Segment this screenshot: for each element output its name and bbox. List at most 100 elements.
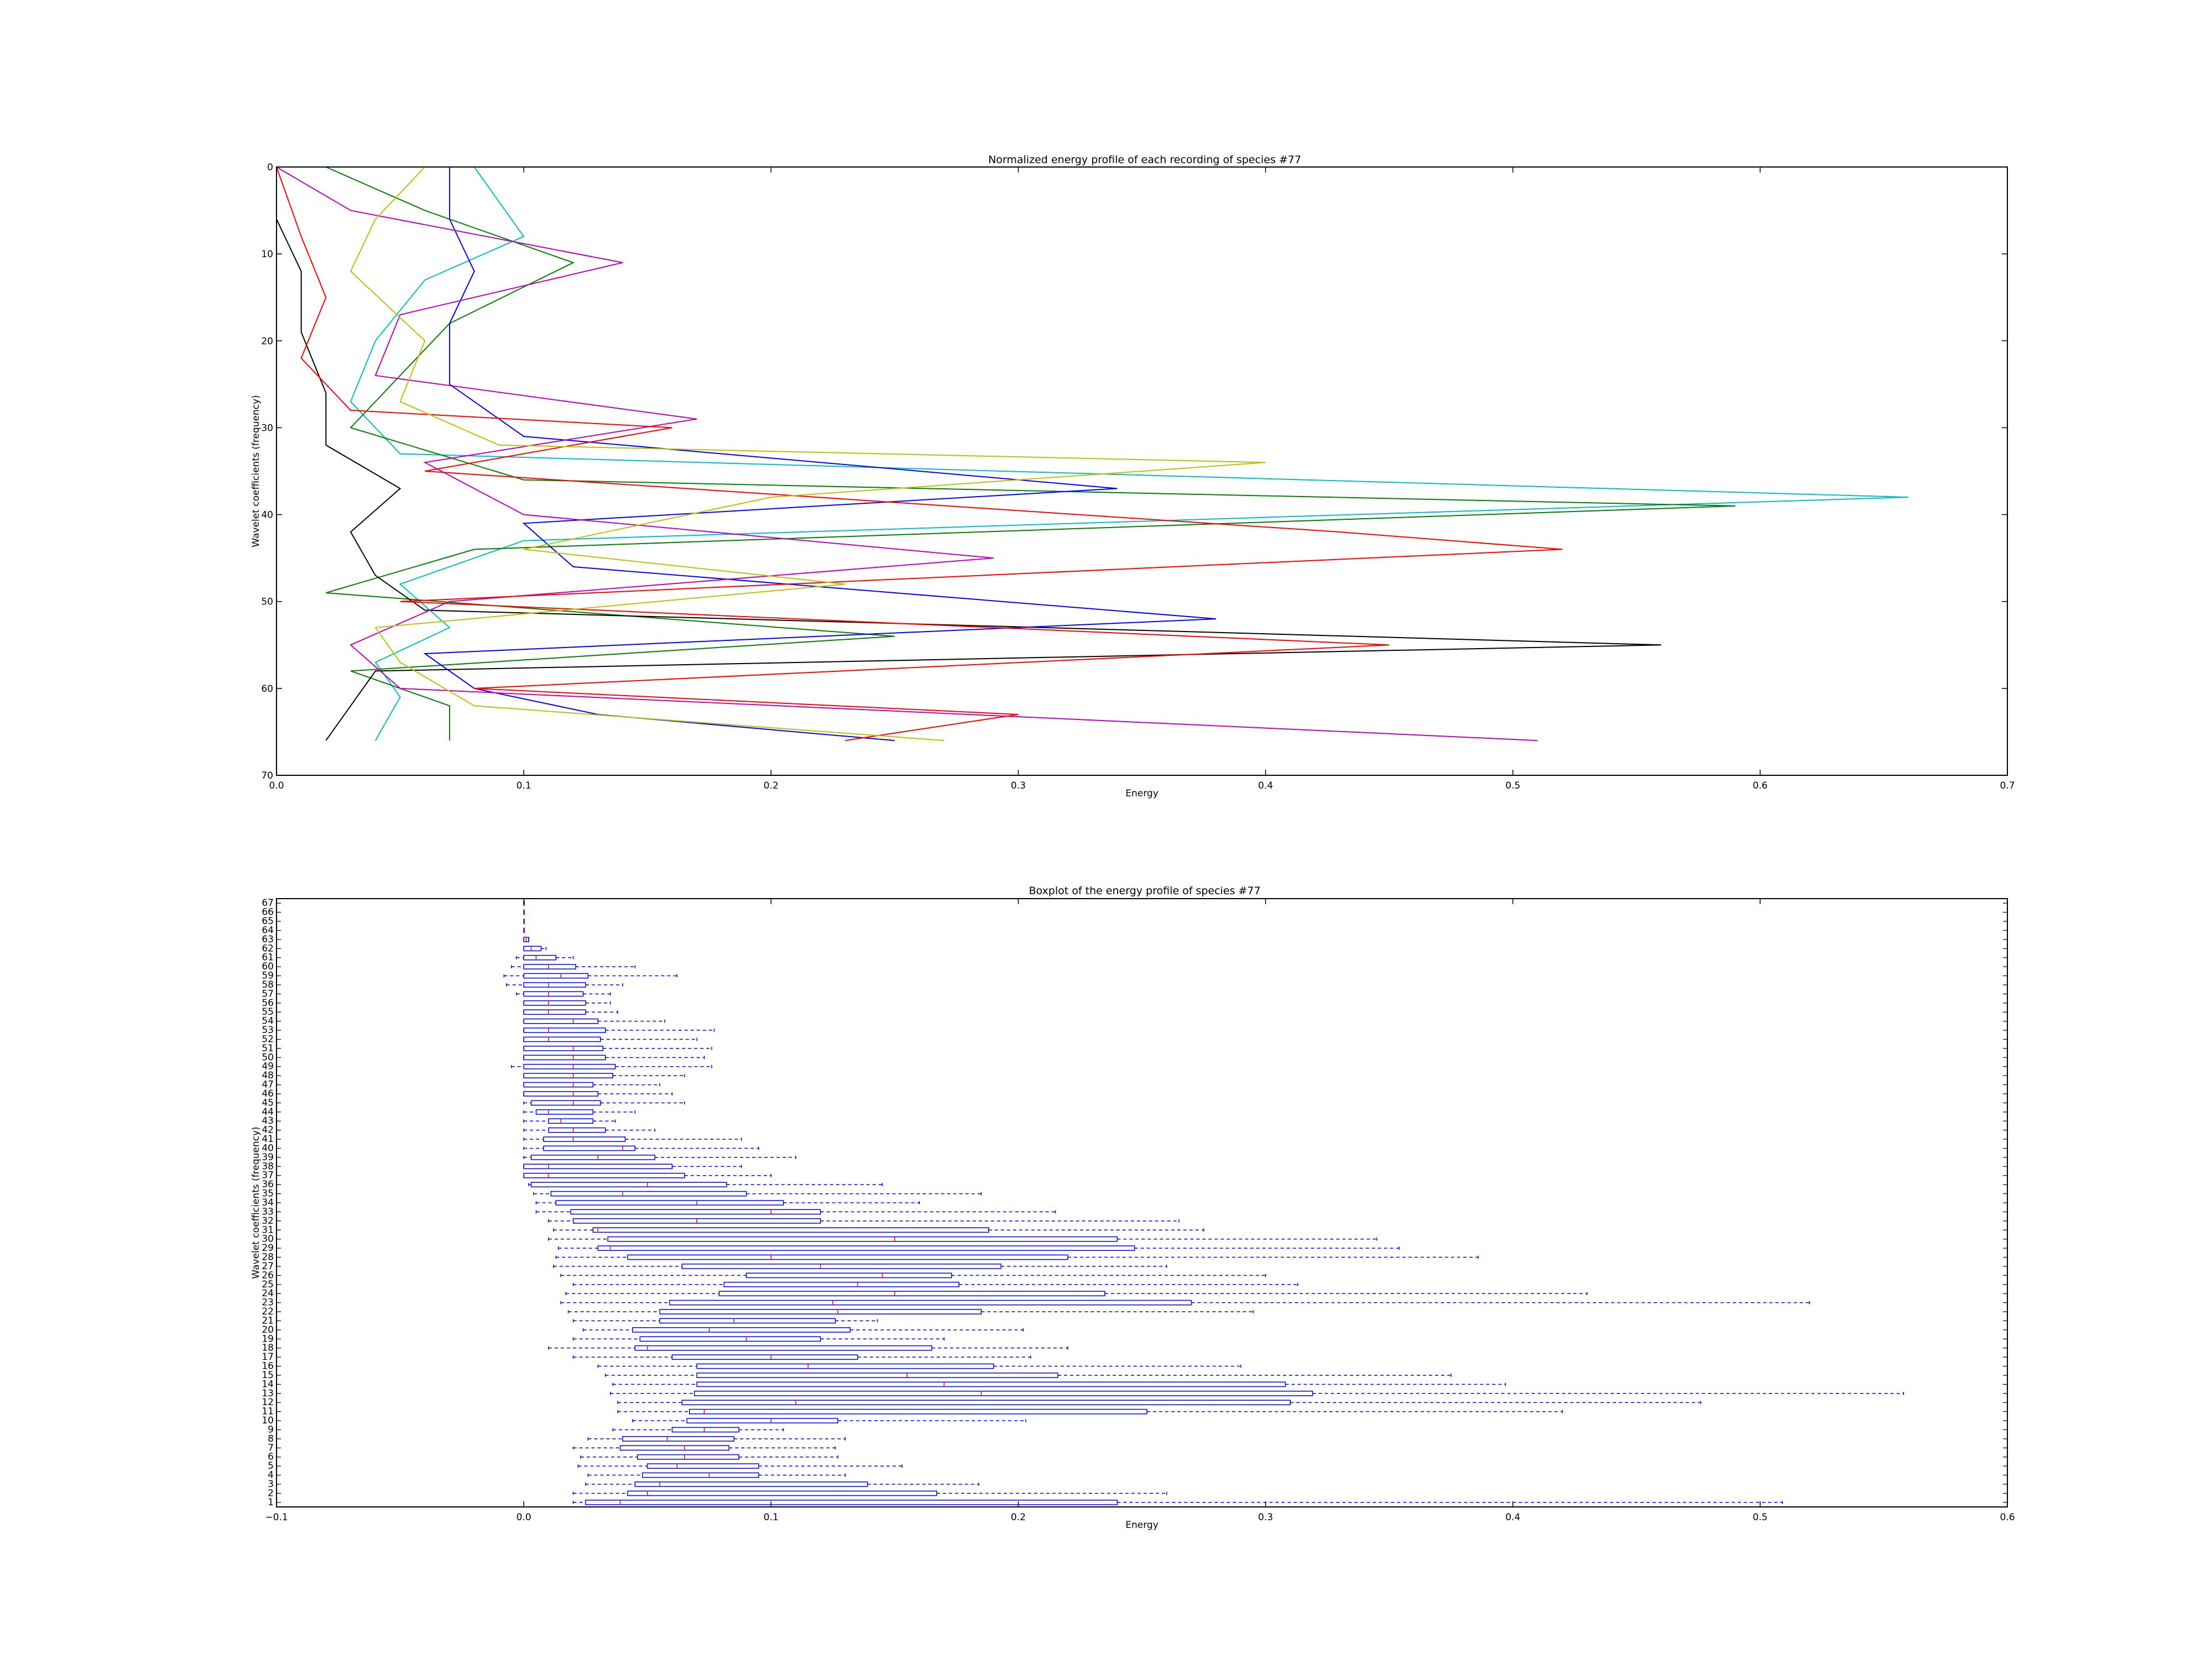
box-plot	[535, 1209, 1056, 1215]
box	[671, 1354, 858, 1360]
box	[659, 1318, 836, 1324]
y-tick-label: 4	[268, 1470, 274, 1481]
y-tick-label: 56	[262, 998, 274, 1009]
y-tick-label: 41	[262, 1134, 274, 1145]
y-tick-label: 32	[262, 1215, 274, 1227]
box-plot	[612, 1427, 784, 1433]
box-plot	[523, 937, 529, 942]
box-plot	[548, 1218, 1180, 1224]
axis-ticks: −0.1 0.0 0.1 0.2 0.3 0.4 0.5 0.6123456789101112…	[262, 898, 2015, 1523]
y-tick-label: 14	[262, 1379, 274, 1390]
chart-title: Normalized energy profile of each record…	[988, 154, 1301, 166]
box-plot	[506, 982, 623, 988]
box	[632, 1327, 851, 1333]
x-tick-label: 0.1	[517, 780, 531, 791]
box	[634, 1481, 868, 1487]
y-tick-label: 3	[268, 1479, 274, 1490]
box-plot	[560, 1272, 1266, 1279]
y-tick-label: 17	[262, 1352, 274, 1363]
box	[627, 1490, 937, 1496]
box	[543, 1145, 636, 1151]
box-plot	[609, 1390, 1904, 1396]
box	[745, 1272, 952, 1279]
box	[622, 1436, 734, 1442]
box-plot	[523, 1109, 636, 1115]
y-tick-label: 7	[268, 1442, 274, 1453]
x-tick-label: 0.3	[1011, 780, 1026, 791]
box-plot	[523, 1009, 618, 1015]
box	[718, 1291, 1105, 1297]
y-tick-label: 26	[262, 1270, 274, 1281]
box-plot	[577, 1463, 903, 1469]
x-axis-label: Energy	[1125, 1520, 1159, 1531]
y-tick-label: 42	[262, 1125, 274, 1136]
box-plot	[523, 1000, 611, 1006]
box-plot	[553, 1264, 1167, 1269]
y-tick-label: 21	[262, 1315, 274, 1326]
box	[523, 991, 584, 997]
box	[550, 1191, 747, 1197]
x-axis-label: Energy	[1125, 788, 1159, 799]
box-plot	[572, 1445, 836, 1451]
box	[523, 1036, 601, 1042]
box	[543, 1136, 626, 1142]
y-tick-label: 15	[262, 1370, 274, 1381]
box-plot	[523, 1172, 772, 1178]
y-tick-label: 22	[262, 1306, 274, 1317]
box	[523, 1055, 606, 1061]
series-line	[276, 166, 1538, 742]
box-plot	[523, 1100, 685, 1106]
y-tick-label: 36	[262, 1179, 274, 1190]
y-tick-label: 67	[262, 898, 274, 909]
box	[597, 1245, 1135, 1251]
y-tick-label: 57	[262, 988, 274, 999]
box	[523, 1164, 673, 1170]
box-plot	[523, 1055, 705, 1061]
y-tick-label: 33	[262, 1206, 274, 1217]
y-tick-label: 10	[262, 1415, 274, 1426]
box	[669, 1300, 1192, 1306]
box	[548, 1118, 594, 1124]
y-tick-label: 51	[262, 1043, 274, 1054]
x-tick-label: 0.5	[1505, 780, 1520, 791]
box-plot	[572, 1336, 945, 1342]
box	[523, 1018, 599, 1024]
x-tick-label: 0.5	[1752, 1512, 1767, 1523]
box-plot	[535, 1200, 920, 1206]
box-plot	[523, 946, 547, 952]
y-tick-label: 13	[262, 1388, 274, 1399]
box-plot	[515, 954, 574, 961]
box-plot	[582, 1327, 1024, 1333]
box-plot	[533, 1191, 982, 1197]
series-line	[276, 166, 1563, 742]
y-tick-label: 45	[262, 1097, 274, 1108]
box-plot	[557, 1245, 1400, 1251]
y-tick-label: 66	[262, 907, 274, 918]
y-tick-label: 43	[262, 1115, 274, 1126]
y-tick-label: 38	[262, 1161, 274, 1172]
box	[693, 1390, 1313, 1396]
box-plot	[597, 1363, 1241, 1369]
x-tick-label: −0.1	[265, 1512, 288, 1523]
x-tick-label: 0.4	[1258, 780, 1273, 791]
box	[696, 1381, 1286, 1387]
y-tick-label: 35	[262, 1188, 274, 1199]
y-tick-label: 70	[261, 770, 273, 781]
box	[671, 1427, 739, 1433]
y-tick-label: 23	[262, 1297, 274, 1308]
box	[548, 1127, 606, 1133]
box-plot	[553, 1227, 1204, 1233]
box	[523, 1046, 603, 1051]
x-tick-label: 0.3	[1258, 1512, 1273, 1523]
y-tick-label: 28	[262, 1252, 274, 1263]
box-plot	[572, 1499, 1783, 1505]
y-tick-label: 54	[262, 1016, 274, 1027]
series-line	[349, 166, 1266, 742]
box-plot	[523, 1091, 673, 1097]
y-tick-label: 29	[262, 1243, 274, 1254]
box-plot	[572, 1354, 1031, 1360]
y-tick-label: 34	[262, 1197, 274, 1208]
box-plot	[523, 1027, 715, 1033]
box-plot	[523, 1127, 655, 1133]
box-plot	[604, 1373, 1452, 1378]
